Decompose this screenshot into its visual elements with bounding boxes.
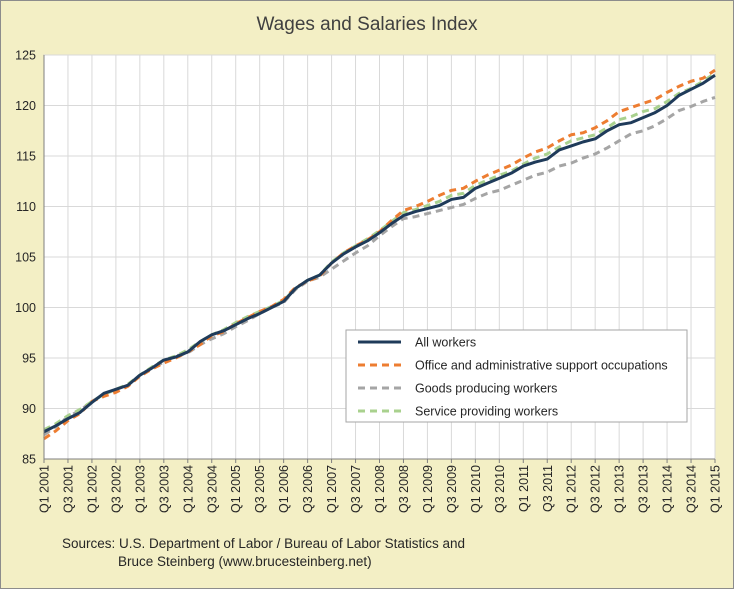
x-tick-label: Q1 2008: [373, 465, 387, 513]
x-tick-label: Q3 2012: [589, 465, 603, 513]
x-tick-label: Q3 2013: [637, 465, 651, 513]
x-tick-label: Q3 2009: [445, 465, 459, 513]
y-tick-label: 100: [15, 301, 36, 315]
legend-box: [345, 329, 688, 423]
source-line-1: Sources: U.S. Department of Labor / Bure…: [62, 536, 465, 551]
x-tick-label: Q1 2007: [325, 465, 339, 513]
x-tick-label: Q1 2006: [277, 465, 291, 513]
legend-label: Goods producing workers: [415, 382, 557, 396]
legend-label: All workers: [415, 336, 476, 350]
y-tick-label: 115: [16, 150, 36, 164]
y-tick-label: 95: [22, 352, 36, 366]
x-tick-label: Q1 2014: [661, 465, 675, 513]
x-tick-label: Q1 2001: [38, 465, 52, 513]
y-tick-label: 105: [15, 251, 36, 265]
y-tick-label: 125: [15, 49, 36, 63]
x-tick-label: Q3 2001: [61, 465, 75, 513]
x-tick-label: Q3 2014: [685, 465, 699, 513]
legend-label: Office and administrative support occupa…: [415, 359, 668, 373]
x-tick-label: Q3 2004: [205, 465, 219, 513]
chart-title: Wages and Salaries Index: [256, 14, 478, 35]
x-tick-label: Q3 2008: [397, 465, 411, 513]
x-tick-label: Q1 2013: [613, 465, 627, 513]
x-tick-label: Q3 2007: [349, 465, 363, 513]
y-tick-label: 90: [22, 402, 36, 416]
x-tick-label: Q3 2010: [493, 465, 507, 513]
x-tick-label: Q3 2006: [301, 465, 315, 513]
y-tick-label: 120: [15, 99, 36, 113]
source-note: Sources: U.S. Department of Labor / Bure…: [62, 535, 465, 571]
x-tick-label: Q1 2005: [229, 465, 243, 513]
x-tick-label: Q1 2015: [709, 465, 723, 513]
x-tick-label: Q1 2010: [469, 465, 483, 513]
x-tick-label: Q3 2005: [253, 465, 267, 513]
series-lines: [43, 68, 716, 441]
series-line-4: [43, 71, 716, 432]
x-tick-label: Q1 2003: [133, 465, 147, 513]
legend-label: Service providing workers: [415, 405, 558, 419]
axes: 85 90 95 100 105 110 115 120 125 Q1 2001 Q3 2001 Q1…: [15, 49, 722, 513]
y-tick-label: 110: [16, 200, 36, 214]
series-line-1: [43, 73, 716, 434]
x-tick-label: Q1 2002: [85, 465, 99, 513]
x-tick-label: Q1 2004: [181, 465, 195, 513]
x-tick-label: Q1 2009: [421, 465, 435, 513]
x-tick-label: Q1 2011: [517, 465, 531, 512]
x-tick-label: Q1 2012: [565, 465, 579, 513]
x-tick-label: Q3 2011: [541, 465, 555, 512]
x-tick-label: Q3 2003: [157, 465, 171, 513]
x-tick-label: Q3 2002: [109, 465, 123, 513]
y-tick-label: 85: [22, 453, 36, 467]
legend: All workers Office and administrative sup…: [345, 329, 688, 423]
source-line-2: Bruce Steinberg (www.brucesteinberg.net): [118, 554, 372, 569]
